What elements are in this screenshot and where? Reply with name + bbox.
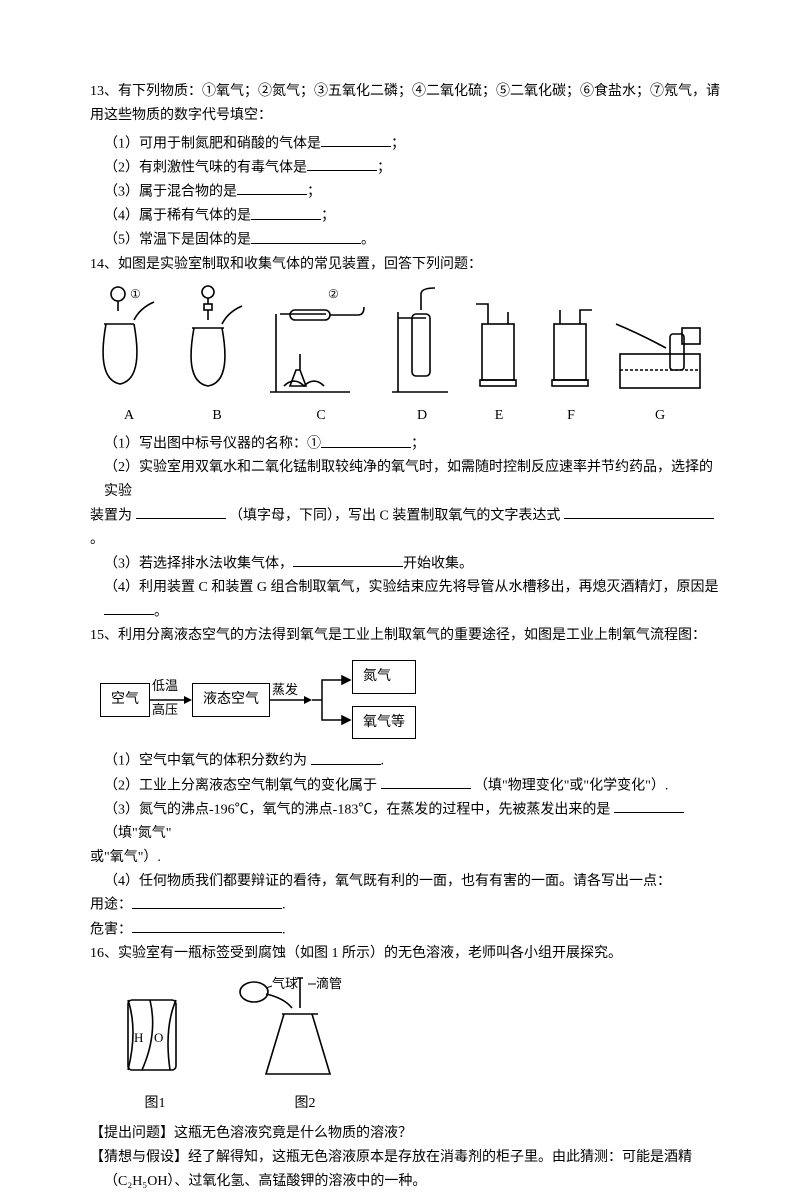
- q13-sub5: （5）常温下是固体的是。: [90, 228, 723, 252]
- q15-sub3c: 或"氧气"）.: [90, 846, 723, 870]
- q15-stem: 15、利用分离液态空气的方法得到氧气是工业上制取氧气的重要途径，如图是工业上制氧…: [90, 624, 723, 648]
- blank[interactable]: [251, 204, 321, 219]
- blank[interactable]: [237, 180, 307, 195]
- q13-sub2: （2）有刺激性气味的有毒气体是；: [90, 156, 723, 180]
- blank[interactable]: [321, 132, 391, 147]
- q14-stem: 14、如图是实验室制取和收集气体的常见装置，回答下列问题：: [90, 253, 723, 277]
- label-b: B: [178, 404, 256, 428]
- flow-cond2: 高压: [152, 699, 178, 721]
- q13-sub3: （3）属于混合物的是；: [90, 180, 723, 204]
- label-d: D: [386, 404, 458, 428]
- fig1: H O 图1: [120, 994, 190, 1117]
- q16-stem: 16、实验室有一瓶标签受到腐蚀（如图 1 所示）的无色溶液，老师叫各小组开展探究…: [90, 942, 723, 966]
- flow-cond1: 低温: [152, 675, 178, 697]
- blank[interactable]: [132, 918, 282, 933]
- blank[interactable]: [293, 552, 403, 567]
- flow-liquid: 液态空气: [192, 683, 270, 717]
- q14-sub2b: 装置为 （填字母，下同），写出 C 装置制取氧气的文字表达式 。: [90, 504, 723, 552]
- q16-hyp2: （C₂H₅OH）、过氧化氢、高锰酸钾的溶液中的一种。: [90, 1170, 723, 1194]
- apparatus-row: ① A B ②: [90, 284, 723, 428]
- label-a: A: [90, 404, 168, 428]
- apparatus-b: B: [178, 284, 256, 428]
- fig2-label: 图2: [230, 1092, 380, 1116]
- blank[interactable]: [104, 600, 154, 615]
- label-f: F: [540, 404, 602, 428]
- q13-stem: 13、有下列物质：①氧气；②氮气；③五氧化二磷；④二氧化硫；⑤二氧化碳；⑥食盐水…: [90, 80, 723, 128]
- apparatus-f: F: [540, 284, 602, 428]
- blank[interactable]: [614, 798, 684, 813]
- q14-sub3: （3）若选择排水法收集气体，开始收集。: [90, 552, 723, 576]
- fig2: 气球 滴管 图2: [230, 974, 380, 1117]
- q15-sub2: （2）工业上分离液态空气制氧气的变化属于 （填"物理变化"或"化学变化"）.: [90, 774, 723, 798]
- flow-evap: 蒸发: [272, 679, 298, 701]
- apparatus-a: ① A: [90, 284, 168, 428]
- branch-icon: [312, 665, 352, 735]
- blank[interactable]: [321, 432, 411, 447]
- q15-sub4: （4）任何物质我们都要辩证的看待，氧气既有利的一面，也有有害的一面。请各写出一点…: [90, 870, 723, 894]
- balloon-label: 气球: [272, 976, 298, 991]
- blank[interactable]: [311, 749, 381, 764]
- flow-n2: 氮气: [352, 660, 416, 694]
- q14-sub4: （4）利用装置 C 和装置 G 组合制取氧气，实验结束应先将导管从水槽移出，再熄…: [90, 576, 723, 624]
- blank[interactable]: [564, 504, 714, 519]
- q14-sub1: （1）写出图中标号仪器的名称：①；: [90, 432, 723, 456]
- svg-text:②: ②: [328, 287, 339, 301]
- blank[interactable]: [307, 156, 377, 171]
- dropper-label: 滴管: [316, 976, 342, 991]
- q13-sub4: （4）属于稀有气体的是；: [90, 204, 723, 228]
- q15-harm: 危害：.: [90, 918, 723, 942]
- flowchart: 空气 低温 高压 液态空气 蒸发 氮气 氧气等: [100, 660, 723, 740]
- flow-o2: 氧气等: [352, 706, 416, 740]
- apparatus-e: E: [468, 284, 530, 428]
- flow-air: 空气: [100, 683, 150, 717]
- q14-sub2: （2）实验室用双氧水和二氧化锰制取较纯净的氧气时，如需随时控制反应速率并节约药品…: [90, 456, 723, 504]
- blank[interactable]: [251, 228, 361, 243]
- label-e: E: [468, 404, 530, 428]
- q15-sub1: （1）空气中氧气的体积分数约为 .: [90, 749, 723, 773]
- q15-sub3: （3）氮气的沸点-196℃，氧气的沸点-183℃，在蒸发的过程中，先被蒸发出来的…: [90, 798, 723, 846]
- label-h: H: [134, 1030, 143, 1045]
- label-o: O: [154, 1030, 163, 1045]
- apparatus-d: D: [386, 284, 458, 428]
- q16-hyp1: 【猜想与假设】经了解得知，这瓶无色溶液原本是存放在消毒剂的柜子里。由此猜测：可能…: [90, 1146, 723, 1170]
- figure-pair: H O 图1 气球 滴管 图2: [120, 974, 723, 1117]
- blank[interactable]: [381, 774, 471, 789]
- apparatus-c: ② C: [266, 284, 376, 428]
- label-c: C: [266, 404, 376, 428]
- fig1-label: 图1: [120, 1092, 190, 1116]
- svg-text:①: ①: [130, 287, 141, 301]
- blank[interactable]: [136, 504, 226, 519]
- q16-ask: 【提出问题】这瓶无色溶液究竟是什么物质的溶液？: [90, 1122, 723, 1146]
- blank[interactable]: [132, 893, 282, 908]
- label-g: G: [612, 404, 708, 428]
- q13-sub1: （1）可用于制氮肥和硝酸的气体是；: [90, 132, 723, 156]
- apparatus-g: G: [612, 284, 708, 428]
- q15-use: 用途：.: [90, 893, 723, 917]
